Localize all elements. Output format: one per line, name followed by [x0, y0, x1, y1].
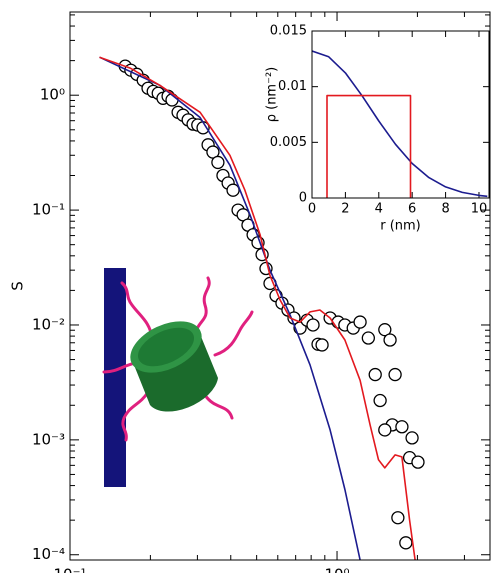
frame — [311, 30, 490, 199]
data-point — [395, 420, 409, 434]
inset-plot: 0 2 4 6 8 10 0 0.005 0.01 0.015 r (nm) ρ (nm⁻²) — [265, 24, 490, 234]
data-point — [353, 315, 367, 329]
data-point — [378, 323, 392, 337]
protein — [130, 321, 218, 412]
x-tick-label: 8 — [441, 202, 449, 217]
curve — [312, 50, 488, 198]
data-point — [315, 338, 329, 352]
data-point — [388, 367, 402, 382]
x-tick-label: 4 — [375, 202, 383, 217]
plot-area — [312, 31, 489, 198]
data-point — [373, 393, 387, 408]
illustration — [102, 268, 254, 487]
series-layer — [312, 50, 488, 198]
y-tick-label: 10⁰ — [40, 86, 65, 104]
y-tick-label: 0.015 — [270, 24, 307, 39]
data-point — [306, 318, 320, 332]
x-tick-label: 6 — [408, 202, 416, 217]
membrane — [104, 268, 126, 487]
data-point — [378, 423, 392, 437]
y-tick-label: 0.005 — [270, 135, 307, 150]
frame — [69, 11, 491, 561]
tails — [102, 276, 254, 442]
y-tick-label: 10⁻¹ — [32, 201, 65, 219]
y-tick-label: 0.01 — [278, 79, 307, 94]
y-tick-label: 10⁻⁴ — [32, 545, 65, 563]
curve — [326, 94, 412, 198]
data-point — [368, 367, 382, 382]
x-tick-label: 10 — [471, 202, 488, 217]
x-tick-label: 10⁰ — [324, 566, 349, 573]
x-axis-label: r (nm) — [380, 219, 421, 234]
x-tick-label: 10⁻¹ — [53, 566, 86, 573]
y-tick-label: 10⁻² — [32, 315, 65, 333]
y-tick-label: 10⁻³ — [32, 430, 65, 448]
data-point — [211, 155, 225, 170]
data-point — [226, 183, 240, 197]
data-point — [405, 431, 419, 445]
series-layer — [99, 56, 425, 560]
data-point — [399, 536, 413, 550]
curve — [99, 56, 361, 560]
y-tick-label: 0 — [299, 191, 307, 206]
y-axis-label: S — [9, 281, 27, 291]
data-point — [383, 333, 397, 347]
data-point — [411, 455, 425, 469]
data-point — [391, 511, 405, 525]
data-point — [361, 331, 375, 345]
x-tick-label: 0 — [308, 202, 316, 217]
curve — [99, 56, 416, 560]
y-axis-label: ρ (nm⁻²) — [265, 67, 280, 123]
x-tick-label: 2 — [341, 202, 349, 217]
